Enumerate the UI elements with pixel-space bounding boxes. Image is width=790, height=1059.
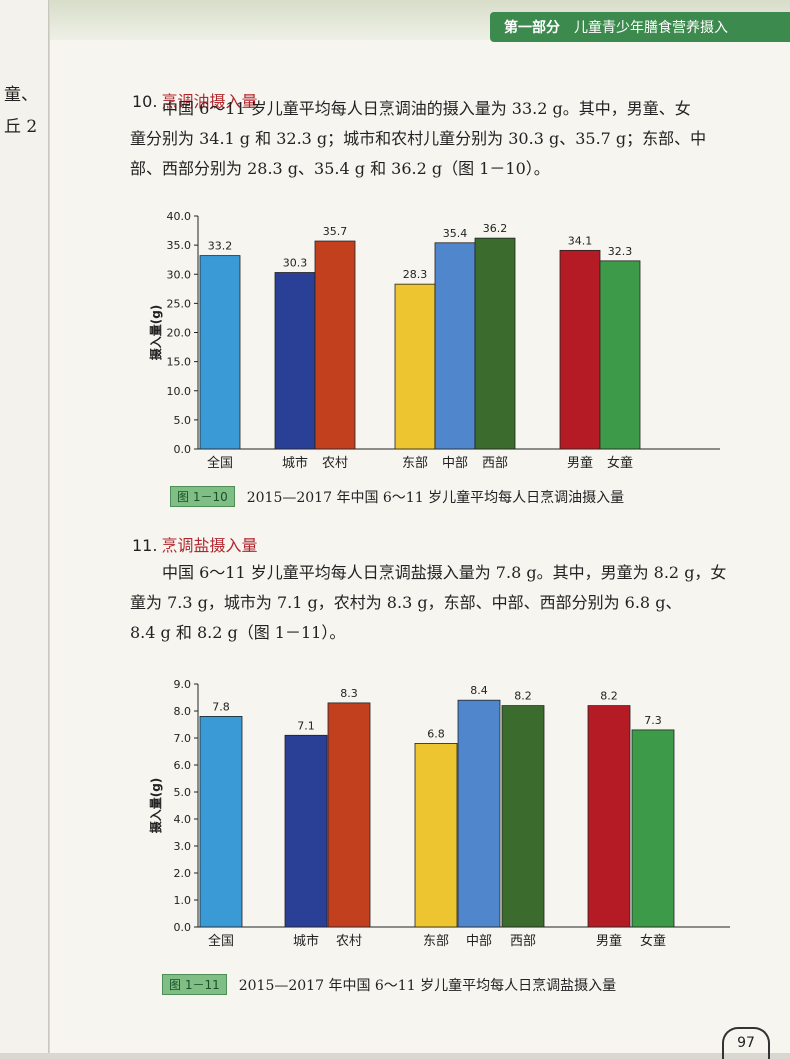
category-label: 东部 [423,934,449,949]
bar-value-label: 33.2 [208,240,233,253]
bar-value-label: 28.3 [403,268,428,281]
header-part: 第一部分 [504,20,560,36]
left-page-fragment: 丘 2 [4,117,38,137]
bar [501,705,545,928]
y-axis-label: 摄入量(g) [148,778,163,834]
y-tick-label: 8.0 [174,705,192,718]
left-page-fragment: 童、 [4,85,38,105]
paragraph-line: 中国 6～11 岁儿童平均每人日烹调油的摄入量为 33.2 g。其中，男童、女 [162,99,691,118]
y-tick-label: 0.0 [174,443,192,456]
bar [327,702,371,928]
bar [394,283,436,450]
bar [587,705,631,928]
section-title: 烹调油摄入量 [161,92,258,111]
bar-value-label: 7.8 [212,700,230,713]
y-tick-label: 20.0 [167,327,192,340]
bar-value-label: 6.8 [427,727,445,740]
section-title: 烹调盐摄入量 [161,536,258,555]
y-tick-label: 5.0 [174,786,192,799]
bar-value-label: 8.2 [514,690,532,703]
y-tick-label: 6.0 [174,759,192,772]
bar [631,729,675,928]
category-label: 东部 [402,456,428,471]
bar-value-label: 8.2 [600,690,618,703]
category-label: 男童 [567,455,593,471]
y-tick-label: 4.0 [174,813,192,826]
paragraph-line: 童分别为 34.1 g 和 32.3 g；城市和农村儿童分别为 30.3 g、3… [130,129,707,148]
figure-10-caption: 图 1－10 2015—2017 年中国 6～11 岁儿童平均每人日烹调油摄入量 [170,486,624,507]
y-tick-label: 30.0 [167,268,192,281]
bar [474,237,516,450]
bar-value-label: 8.4 [470,684,488,697]
y-tick-label: 1.0 [174,894,192,907]
page-number: 97 [722,1027,770,1059]
category-label: 城市 [282,455,308,471]
y-tick-label: 40.0 [167,210,192,223]
category-label: 全国 [208,933,234,949]
bar [314,240,356,450]
category-label: 城市 [293,933,319,949]
bar [199,255,241,450]
section-number: 10. [132,92,158,111]
bar [434,242,476,450]
bar [457,699,501,928]
category-label: 西部 [510,934,536,949]
figure-tag: 图 1－11 [162,974,227,995]
bar-value-label: 36.2 [483,222,508,235]
figure-title: 2015—2017 年中国 6～11 岁儿童平均每人日烹调盐摄入量 [238,977,617,994]
figure-title: 2015—2017 年中国 6～11 岁儿童平均每人日烹调油摄入量 [246,489,625,506]
bar-value-label: 7.3 [644,714,662,727]
category-label: 西部 [482,456,508,471]
figure-11-caption: 图 1－11 2015—2017 年中国 6～11 岁儿童平均每人日烹调盐摄入量 [162,974,616,995]
oil-intake-bar-chart: 0.0 5.0 10.0 15.0 20.0 25.0 30.0 35.0 40.0 摄入量(g)… [148,210,720,471]
y-tick-label: 2.0 [174,867,192,880]
section-number: 11. [132,536,158,555]
category-label: 女童 [640,933,666,949]
section-10-heading: 10. 烹调油摄入量 [132,88,257,112]
y-tick-label: 25.0 [167,297,192,310]
left-page-edge: 童、 丘 2 [0,0,49,1053]
salt-intake-bar-chart: 0.0 1.0 2.0 3.0 4.0 5.0 6.0 7.0 8.0 9.0 摄入量(g) 7.8 全… [148,678,730,949]
category-label: 中部 [466,934,492,949]
bar [199,716,243,928]
bar [414,743,458,928]
category-label: 女童 [607,455,633,471]
bar-value-label: 35.4 [443,227,468,240]
y-tick-label: 5.0 [174,414,192,427]
y-tick-label: 15.0 [167,356,192,369]
category-label: 农村 [322,456,348,471]
section-10-paragraph: 中国 6～11 岁儿童平均每人日烹调油的摄入量为 33.2 g。其中，男童、女 … [130,94,750,184]
category-label: 男童 [596,933,622,949]
y-tick-label: 7.0 [174,732,192,745]
figure-tag: 图 1－10 [170,486,235,507]
y-tick-label: 3.0 [174,840,192,853]
bar-value-label: 30.3 [283,257,308,270]
category-label: 农村 [336,934,362,949]
bar-value-label: 34.1 [568,234,593,247]
paragraph-line: 童为 7.3 g，城市为 7.1 g，农村为 8.3 g，东部、中部、西部分别为… [130,593,682,612]
paragraph-line: 中国 6～11 岁儿童平均每人日烹调盐摄入量为 7.8 g。其中，男童为 8.2… [162,563,727,582]
y-tick-label: 35.0 [167,239,192,252]
section-11-heading: 11. 烹调盐摄入量 [132,532,257,556]
bar-value-label: 8.3 [340,687,358,700]
y-tick-label: 9.0 [174,678,192,691]
bar-value-label: 7.1 [297,719,315,732]
header-title: 儿童青少年膳食营养摄入 [574,20,728,36]
section-11-paragraph: 中国 6～11 岁儿童平均每人日烹调盐摄入量为 7.8 g。其中，男童为 8.2… [130,558,750,648]
bar [284,734,328,928]
y-tick-label: 0.0 [174,921,192,934]
paragraph-line: 8.4 g 和 8.2 g（图 1－11）。 [130,623,346,642]
bar-value-label: 35.7 [323,225,348,238]
category-label: 中部 [442,456,468,471]
bar-value-label: 32.3 [608,245,633,258]
y-tick-label: 10.0 [167,385,192,398]
paragraph-line: 部、西部分别为 28.3 g、35.4 g 和 36.2 g（图 1－10）。 [130,159,550,178]
bar [599,260,641,450]
bar [559,249,601,450]
y-axis-label: 摄入量(g) [148,305,163,361]
bar [274,272,316,450]
book-page: 第一部分 儿童青少年膳食营养摄入 10. 烹调油摄入量 中国 6～11 岁儿童平均… [50,0,790,1059]
category-label: 全国 [207,455,233,471]
section-header-tab: 第一部分 儿童青少年膳食营养摄入 [490,12,790,42]
